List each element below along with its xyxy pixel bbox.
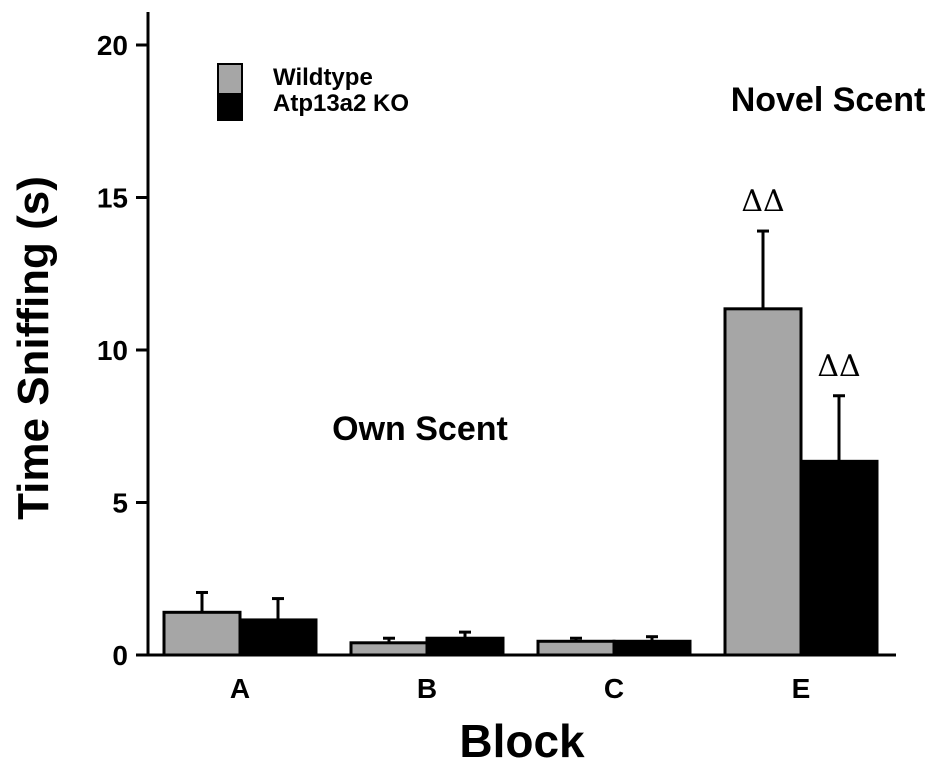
- legend-label-wildtype: Wildtype: [273, 64, 373, 91]
- y-axis-title: Time Sniffing (s): [9, 176, 58, 520]
- bar-E-ko: [799, 459, 879, 657]
- significance-marks: ΔΔ ΔΔ: [741, 184, 860, 384]
- y-tick-label-5: 5: [112, 488, 128, 519]
- bar-B-ko: [425, 636, 505, 657]
- own-scent-annotation: Own Scent: [332, 410, 508, 448]
- legend-swatch-ko: [217, 93, 243, 121]
- bar-A-wildtype: [162, 610, 242, 657]
- y-tick-label-10: 10: [97, 335, 128, 366]
- x-axis-title: Block: [459, 715, 585, 762]
- legend: Wildtype Atp13a2 KO: [217, 63, 409, 121]
- x-tick-label-C: C: [604, 673, 624, 704]
- y-tick-label-15: 15: [97, 183, 128, 214]
- x-tick-label-E: E: [792, 673, 811, 704]
- bars-group: [162, 229, 879, 657]
- novel-scent-annotation: Novel Scent: [731, 81, 926, 119]
- bar-C-ko: [612, 639, 692, 657]
- bar-A-ko: [238, 618, 318, 657]
- y-tick-label-20: 20: [97, 30, 128, 61]
- significance-mark-1: ΔΔ: [817, 349, 860, 384]
- legend-label-ko: Atp13a2 KO: [273, 90, 409, 117]
- bar-C-wildtype: [536, 639, 616, 657]
- significance-mark-0: ΔΔ: [741, 184, 784, 219]
- y-tick-label-0: 0: [112, 640, 128, 671]
- x-tick-label-B: B: [417, 673, 437, 704]
- ticks-group: 0 5 10 15 20 A B C E: [97, 30, 811, 704]
- bar-B-wildtype: [349, 641, 429, 657]
- x-tick-label-A: A: [230, 673, 250, 704]
- legend-swatch-wildtype: [217, 63, 243, 95]
- bar-E-wildtype: [723, 307, 803, 657]
